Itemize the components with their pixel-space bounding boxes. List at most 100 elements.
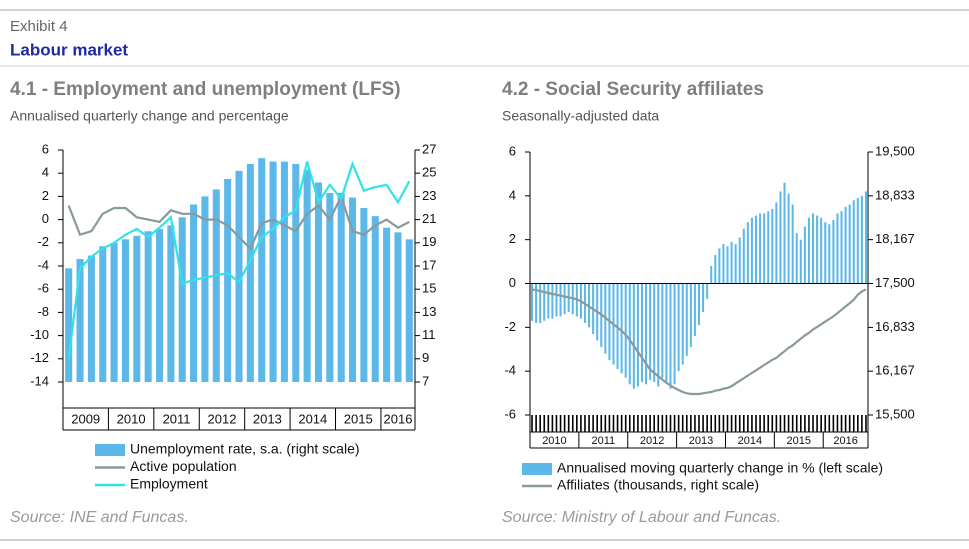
x-tick-label: 2014 bbox=[738, 435, 762, 447]
bar bbox=[685, 283, 688, 356]
bar bbox=[750, 217, 753, 284]
bar bbox=[706, 283, 709, 299]
y-tick-label: -12 bbox=[30, 350, 49, 365]
bar bbox=[246, 163, 254, 382]
bar bbox=[555, 283, 558, 317]
bar bbox=[722, 244, 725, 284]
bar bbox=[349, 197, 357, 382]
bar bbox=[726, 246, 729, 284]
bar bbox=[110, 242, 118, 382]
bar bbox=[76, 259, 84, 382]
x-tick-label: 2009 bbox=[71, 411, 100, 426]
bar bbox=[543, 283, 546, 321]
legend-label: Active population bbox=[130, 458, 237, 474]
y-tick-label: 0 bbox=[42, 211, 49, 226]
bar bbox=[742, 228, 745, 284]
x-tick-label: 2011 bbox=[591, 435, 615, 447]
bar bbox=[280, 161, 288, 382]
bar bbox=[791, 204, 794, 284]
chart-source: Source: Ministry of Labour and Funcas. bbox=[502, 509, 781, 526]
bar bbox=[360, 208, 368, 382]
y-tick-label: -2 bbox=[504, 319, 516, 334]
bar bbox=[759, 213, 762, 284]
bar bbox=[649, 283, 652, 380]
bar bbox=[754, 215, 758, 284]
bar bbox=[178, 217, 186, 382]
chart-subtitle: Seasonally-adjusted data bbox=[502, 108, 659, 124]
bar bbox=[87, 255, 95, 382]
y2-tick-label: 27 bbox=[422, 141, 436, 156]
bar bbox=[799, 239, 802, 284]
bar bbox=[201, 196, 209, 382]
bar bbox=[848, 204, 851, 284]
x-tick-label: 2016 bbox=[833, 435, 857, 447]
line-series bbox=[531, 288, 867, 396]
legend-label: Affiliates (thousands, right scale) bbox=[557, 477, 759, 493]
y-tick-label: 6 bbox=[42, 141, 49, 156]
legend-label: Unemployment rate, s.a. (right scale) bbox=[130, 441, 360, 457]
bar bbox=[771, 208, 774, 284]
bar bbox=[620, 283, 623, 374]
y2-tick-label: 9 bbox=[422, 350, 429, 365]
chart-title: 4.2 - Social Security affiliates bbox=[502, 79, 764, 100]
bar bbox=[714, 255, 717, 284]
bar bbox=[212, 189, 220, 382]
x-tick-label: 2014 bbox=[298, 411, 327, 426]
line-series bbox=[67, 193, 410, 251]
y2-tick-label: 19 bbox=[422, 234, 436, 249]
legend-swatch bbox=[95, 444, 125, 456]
bar bbox=[133, 235, 141, 382]
bar bbox=[535, 283, 538, 323]
y2-tick-label: 19,500 bbox=[875, 143, 915, 158]
bar bbox=[693, 283, 696, 337]
bar bbox=[326, 192, 334, 382]
bar bbox=[405, 239, 413, 382]
y2-tick-label: 25 bbox=[422, 165, 436, 180]
y2-tick-label: 11 bbox=[422, 327, 436, 342]
x-tick-label: 2012 bbox=[640, 435, 664, 447]
bar bbox=[394, 232, 402, 382]
y2-tick-label: 16,833 bbox=[875, 319, 915, 334]
bar bbox=[840, 211, 843, 284]
bar bbox=[258, 158, 266, 382]
bar bbox=[820, 217, 823, 284]
bar bbox=[563, 283, 566, 315]
y-tick-label: -8 bbox=[37, 304, 49, 319]
y2-tick-label: 18,833 bbox=[875, 187, 915, 202]
legend-label: Employment bbox=[130, 476, 208, 492]
bar bbox=[628, 283, 631, 385]
bar bbox=[763, 213, 766, 284]
bar bbox=[856, 198, 859, 284]
bar bbox=[144, 231, 152, 382]
bar bbox=[689, 283, 692, 348]
y-tick-label: 4 bbox=[42, 165, 49, 180]
bar bbox=[746, 222, 749, 284]
bar bbox=[167, 225, 175, 382]
bar bbox=[702, 283, 705, 312]
bar bbox=[190, 204, 198, 382]
x-tick-label: 2013 bbox=[689, 435, 713, 447]
x-tick-label: 2015 bbox=[787, 435, 811, 447]
x-tick-label: 2013 bbox=[253, 411, 282, 426]
y-tick-label: -10 bbox=[30, 327, 49, 342]
bar bbox=[224, 179, 232, 382]
x-tick-label: 2010 bbox=[117, 411, 146, 426]
y-tick-label: -6 bbox=[37, 281, 49, 296]
y-tick-label: -2 bbox=[37, 234, 49, 249]
bar bbox=[337, 192, 345, 382]
bar bbox=[783, 182, 786, 284]
bar bbox=[864, 191, 867, 284]
bar bbox=[531, 283, 534, 321]
bar bbox=[718, 248, 721, 284]
section-title: Labour market bbox=[10, 40, 128, 59]
x-tick-label: 2016 bbox=[384, 411, 413, 426]
bar bbox=[816, 215, 819, 284]
bar bbox=[269, 161, 277, 382]
bar bbox=[551, 283, 554, 319]
bar bbox=[677, 283, 680, 372]
bar bbox=[371, 216, 379, 382]
y2-tick-label: 23 bbox=[422, 188, 436, 203]
bar bbox=[828, 224, 831, 284]
bar bbox=[697, 283, 701, 326]
